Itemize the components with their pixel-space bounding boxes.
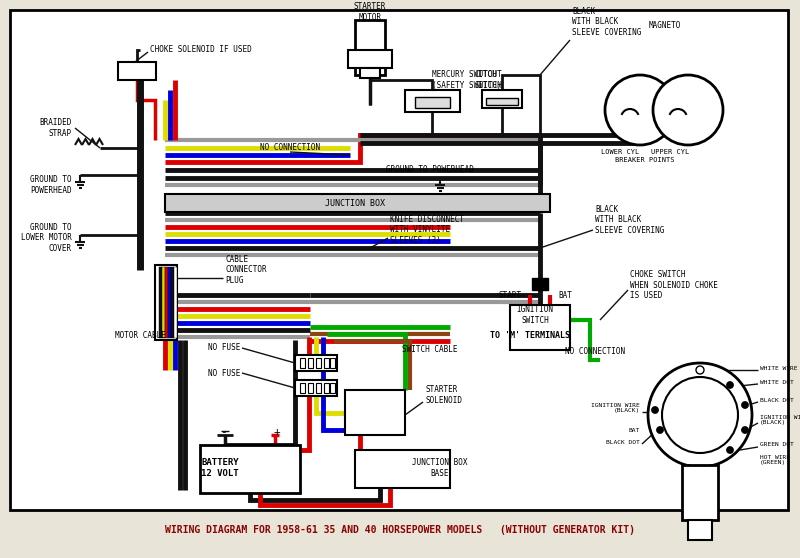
Text: BLACK DOT: BLACK DOT (760, 397, 794, 402)
Bar (118, 62, 156, 80)
Text: CHOKE SOLENOID IF USED: CHOKE SOLENOID IF USED (150, 46, 252, 55)
Circle shape (653, 75, 723, 145)
Text: BRAIDED
STRAP: BRAIDED STRAP (40, 118, 72, 138)
Bar (486, 98, 518, 105)
Bar (300, 383, 305, 393)
Text: BAT: BAT (558, 291, 572, 300)
Bar (165, 267, 167, 338)
Bar (308, 383, 313, 393)
Bar (159, 267, 162, 338)
Circle shape (651, 406, 658, 413)
Text: GREEN DOT: GREEN DOT (760, 442, 794, 448)
Text: GROUND TO POWERHEAD: GROUND TO POWERHEAD (386, 166, 474, 175)
Text: BATTERY
12 VOLT: BATTERY 12 VOLT (201, 458, 239, 478)
Bar (682, 465, 718, 520)
Text: MERCURY SWITCH
(SAFETY SWITCH): MERCURY SWITCH (SAFETY SWITCH) (432, 70, 502, 90)
Text: +: + (274, 427, 280, 437)
Text: IGNITION WIRE
(BLACK): IGNITION WIRE (BLACK) (591, 403, 640, 413)
Text: BAT: BAT (629, 427, 640, 432)
Text: WIRING DIAGRAM FOR 1958-61 35 AND 40 HORSEPOWER MODELS   (WITHOUT GENERATOR KIT): WIRING DIAGRAM FOR 1958-61 35 AND 40 HOR… (165, 525, 635, 535)
Text: BLACK DOT: BLACK DOT (606, 440, 640, 445)
Text: LOWER CYL: LOWER CYL (601, 149, 639, 155)
Text: NO FUSE: NO FUSE (208, 368, 240, 378)
Text: IGNITION WIRE
(BLACK): IGNITION WIRE (BLACK) (760, 415, 800, 425)
Circle shape (657, 426, 663, 434)
Bar (415, 97, 450, 108)
Bar (10, 10, 788, 510)
Text: START: START (498, 291, 522, 300)
Text: MAGNETO: MAGNETO (649, 21, 681, 30)
Bar (330, 358, 335, 368)
Bar (200, 445, 300, 493)
Text: IGNITION
SWITCH: IGNITION SWITCH (517, 305, 554, 325)
Text: UPPER CYL: UPPER CYL (651, 149, 689, 155)
Bar (316, 383, 321, 393)
Circle shape (726, 382, 734, 388)
Bar (162, 267, 165, 338)
Bar (308, 358, 313, 368)
Text: TO 'M' TERMINALS: TO 'M' TERMINALS (490, 330, 570, 339)
Bar (295, 380, 337, 396)
Bar (155, 265, 177, 340)
Bar (330, 383, 335, 393)
Bar (532, 278, 548, 290)
Bar (174, 267, 177, 338)
Bar (165, 194, 550, 212)
Text: BLACK
WITH BLACK
SLEEVE COVERING: BLACK WITH BLACK SLEEVE COVERING (595, 205, 664, 235)
Bar (171, 267, 174, 338)
Bar (348, 50, 392, 68)
Bar (360, 68, 380, 78)
Text: NO FUSE: NO FUSE (208, 344, 240, 353)
Text: WHITE WIRE: WHITE WIRE (760, 365, 798, 371)
Bar (300, 358, 305, 368)
Text: BREAKER POINTS: BREAKER POINTS (615, 157, 674, 163)
Bar (510, 305, 570, 350)
Text: SWITCH CABLE: SWITCH CABLE (402, 345, 458, 354)
Text: GROUND TO
POWERHEAD: GROUND TO POWERHEAD (30, 175, 72, 195)
Circle shape (662, 377, 738, 453)
Circle shape (605, 75, 675, 145)
Bar (355, 450, 450, 488)
Text: HOT WIRE
(GREEN): HOT WIRE (GREEN) (760, 455, 790, 465)
Bar (295, 355, 337, 371)
Bar (324, 358, 329, 368)
Bar (482, 90, 522, 108)
Circle shape (742, 426, 749, 434)
Circle shape (696, 366, 704, 374)
Text: STARTER
SOLENOID: STARTER SOLENOID (425, 386, 462, 405)
Text: BLACK
WITH BLACK
SLEEVE COVERING: BLACK WITH BLACK SLEEVE COVERING (572, 7, 642, 37)
Text: NO CONNECTION: NO CONNECTION (260, 143, 320, 152)
Bar (355, 20, 385, 75)
Circle shape (648, 363, 752, 467)
Bar (345, 390, 405, 435)
Text: NO CONNECTION: NO CONNECTION (565, 348, 625, 357)
Text: -: - (220, 427, 226, 437)
Text: MOTOR CABLE: MOTOR CABLE (115, 330, 166, 339)
Text: KNIFE DISCONNECT
WITH VINYLITE
SLEEVES (3): KNIFE DISCONNECT WITH VINYLITE SLEEVES (… (390, 215, 464, 245)
Circle shape (696, 366, 704, 374)
Text: GROUND TO
LOWER MOTOR
COVER: GROUND TO LOWER MOTOR COVER (21, 223, 72, 253)
Text: JUNCTION BOX
BASE: JUNCTION BOX BASE (412, 458, 468, 478)
Bar (405, 90, 460, 112)
Text: CHOKE SWITCH
WHEN SOLENOID CHOKE
IS USED: CHOKE SWITCH WHEN SOLENOID CHOKE IS USED (630, 270, 718, 300)
Circle shape (742, 402, 749, 408)
Bar (316, 358, 321, 368)
Bar (324, 383, 329, 393)
Bar (168, 267, 170, 338)
Circle shape (726, 446, 734, 454)
Text: WHITE DOT: WHITE DOT (760, 379, 794, 384)
Text: CABLE
CONNECTOR
PLUG: CABLE CONNECTOR PLUG (225, 255, 266, 285)
Text: STARTER
MOTOR: STARTER MOTOR (354, 2, 386, 22)
Text: CUTOUT
SWITCH: CUTOUT SWITCH (474, 70, 502, 90)
Text: JUNCTION BOX: JUNCTION BOX (325, 199, 385, 208)
Bar (688, 520, 712, 540)
